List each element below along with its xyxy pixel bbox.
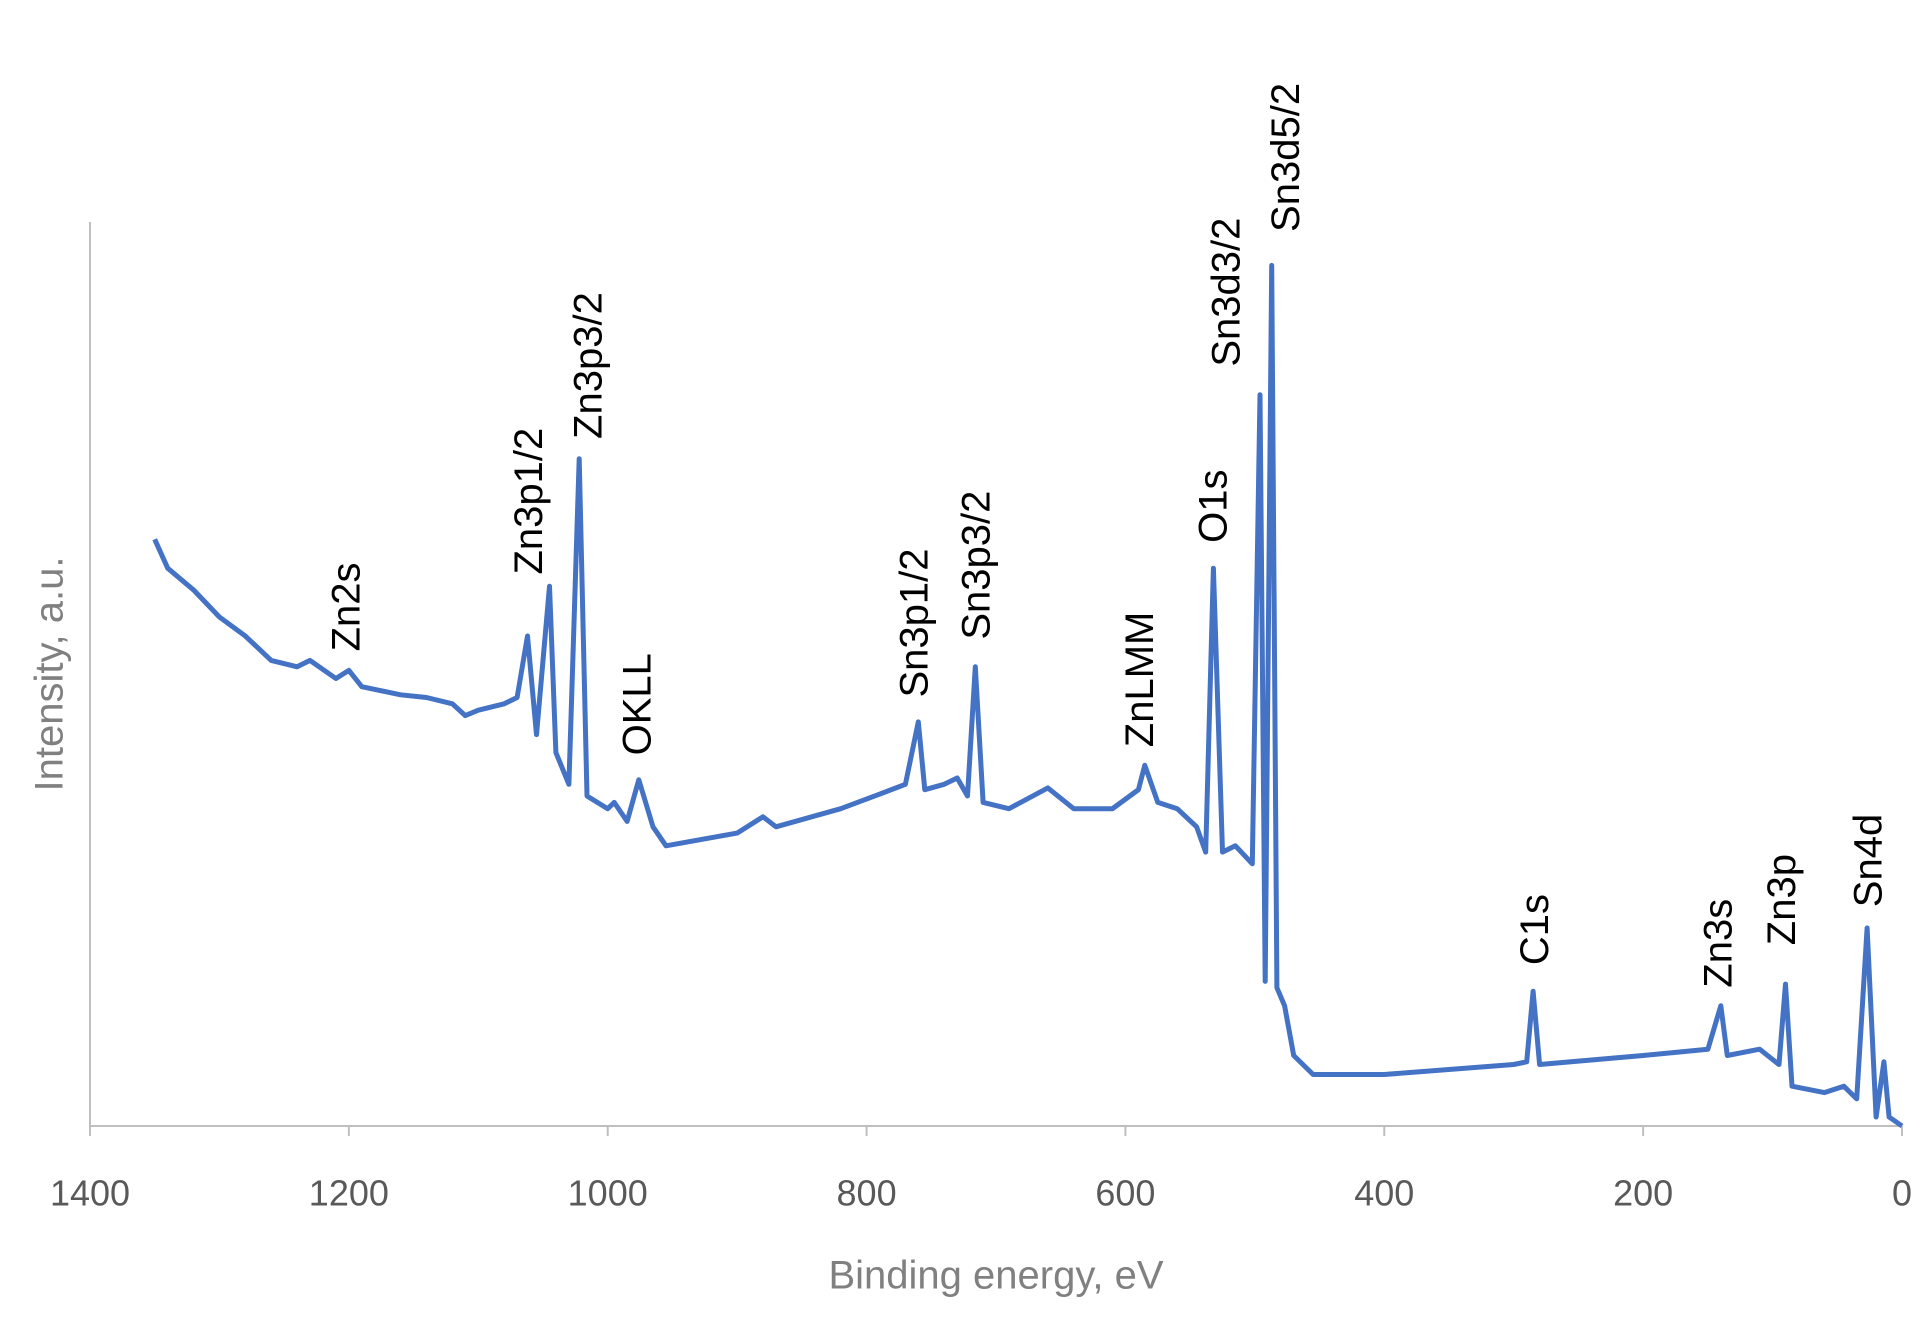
y-axis-title: Intensity, a.u. (28, 557, 72, 792)
peak-label: Zn3p (1760, 854, 1804, 945)
x-tick-label: 600 (1095, 1173, 1155, 1214)
x-tick-label: 400 (1354, 1173, 1414, 1214)
x-tick-label: 1400 (50, 1173, 130, 1214)
peak-label: Zn3p3/2 (566, 292, 610, 439)
x-tick-label: 1200 (309, 1173, 389, 1214)
x-tick-label: 1000 (568, 1173, 648, 1214)
x-tick-label: 800 (837, 1173, 897, 1214)
peak-label: O1s (1192, 470, 1236, 543)
x-axis-title: Binding energy, eV (828, 1254, 1163, 1298)
peak-label: Zn2s (324, 562, 368, 651)
peak-label: Zn3p1/2 (507, 428, 551, 575)
peak-label: C1s (1513, 894, 1557, 965)
peak-label: Sn3d3/2 (1205, 218, 1249, 367)
x-tick-label: 0 (1892, 1173, 1912, 1214)
peak-label: Zn3s (1696, 899, 1740, 988)
spectrum-line (152, 262, 1904, 1129)
peak-label: Sn3d5/2 (1264, 83, 1308, 232)
peak-label: ZnLMM (1118, 612, 1162, 748)
peak-label: Sn3p1/2 (893, 548, 937, 697)
peak-label: Sn3p3/2 (955, 491, 999, 640)
peak-label: OKLL (616, 653, 660, 755)
peak-label: Sn4d (1846, 814, 1890, 907)
x-tick-label: 200 (1613, 1173, 1673, 1214)
